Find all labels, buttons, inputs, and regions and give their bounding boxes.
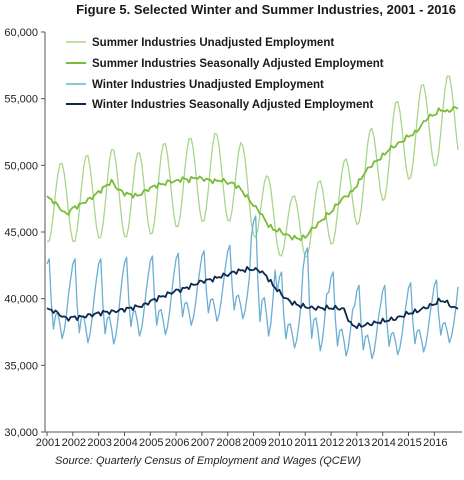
x-tick-label: 2011	[294, 437, 318, 449]
series-layer	[46, 75, 459, 360]
x-axis: 2001 2002 2003 2004 2005 2006 2007 2008 2009 2010…	[36, 431, 462, 449]
x-tick-label: 2006	[165, 437, 189, 449]
y-axis: 30,000 35,000 40,000 45,000 50,000 55,000 60,0…	[4, 27, 46, 439]
legend: Summer Industries Unadjusted Employment S…	[66, 37, 384, 111]
x-tick-label: 2003	[87, 437, 111, 449]
x-tick-label: 2016	[423, 437, 447, 449]
x-tick-label: 2012	[320, 437, 344, 449]
x-tick-label: 2007	[191, 437, 215, 449]
chart-title: Figure 5. Selected Winter and Summer Ind…	[76, 2, 456, 17]
winter-unadjusted-line	[46, 215, 459, 360]
legend-label: Winter Industries Seasonally Adjusted Em…	[92, 99, 373, 111]
source-note: Source: Quarterly Census of Employment a…	[55, 455, 361, 467]
x-tick-label: 2005	[139, 437, 163, 449]
legend-label: Winter Industries Unadjusted Employment	[92, 79, 324, 91]
summer-adjusted-line	[46, 105, 459, 241]
winter-adjusted-line	[46, 266, 459, 330]
x-tick-label: 2001	[36, 437, 60, 449]
legend-label: Summer Industries Seasonally Adjusted Em…	[92, 58, 384, 70]
legend-label: Summer Industries Unadjusted Employment	[92, 37, 334, 49]
y-tick-label: 45,000	[4, 227, 38, 239]
y-tick-label: 60,000	[4, 27, 38, 39]
x-tick-label: 2015	[397, 437, 421, 449]
y-tick-label: 50,000	[4, 160, 38, 172]
x-tick-label: 2009	[242, 437, 266, 449]
x-tick-label: 2002	[62, 437, 86, 449]
x-tick-label: 2014	[371, 437, 395, 449]
y-tick-label: 55,000	[4, 94, 38, 106]
y-tick-label: 40,000	[4, 294, 38, 306]
x-tick-label: 2004	[113, 437, 137, 449]
y-tick-label: 35,000	[4, 360, 38, 372]
x-tick-label: 2010	[268, 437, 292, 449]
y-tick-label: 30,000	[4, 427, 38, 439]
x-tick-label: 2008	[217, 437, 241, 449]
x-tick-label: 2013	[346, 437, 370, 449]
